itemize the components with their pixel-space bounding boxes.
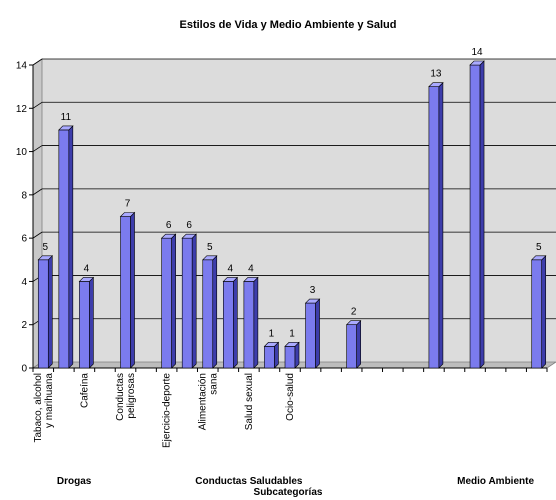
bar-side-19 [438,81,444,369]
y-tick-label: 10 [16,147,28,158]
bar-7 [181,237,193,369]
gridline-diagonal [32,101,43,109]
bar-8 [202,259,214,369]
bar-top-21 [469,60,485,66]
bar-2 [79,281,90,369]
bar-19 [428,86,440,369]
bar-12 [284,346,296,369]
y-tick-label: 2 [21,320,27,331]
gridline-diagonal [32,188,43,196]
bar-top-0 [37,255,54,261]
bar-side-9 [233,276,238,369]
bar-side-0 [47,255,53,369]
bar-top-24 [530,255,547,261]
data-label-4: 7 [125,199,131,210]
bar-24 [531,259,543,369]
y-tick-label: 4 [21,277,27,288]
y-tick-label: 8 [21,190,27,201]
group-label-0: Drogas [57,476,92,487]
bar-9 [223,281,234,369]
bar-side-21 [479,60,485,369]
bar-top-4 [119,212,136,217]
data-label-10: 4 [248,263,254,274]
data-label-11: 1 [269,328,275,339]
chart-title: Estilos de Vida y Medio Ambiente y Salud [180,19,397,31]
bar-top-2 [78,277,95,282]
bar-13 [305,302,316,369]
bar-top-7 [181,233,197,239]
bar-side-12 [294,341,300,369]
bar-top-8 [202,255,218,261]
bar-top-12 [284,342,300,347]
group-label-1: Conductas Saludables [195,476,303,487]
bar-6 [161,237,172,369]
bar-top-19 [428,82,444,87]
bar-top-6 [160,233,177,239]
y-tick-label: 0 [21,364,27,375]
y-tick-label: 14 [16,61,28,72]
bar-top-15 [345,320,362,326]
data-label-12: 1 [289,328,295,339]
data-label-21: 14 [471,47,483,58]
bar-10 [243,281,255,369]
bar-4 [120,216,131,369]
x-axis-title: Subcategorías [254,487,323,498]
x-tick-label-8: Alimentaciónsana [197,373,219,431]
x-tick-label-6: Ejercicio-deporte [162,373,173,448]
x-tick-label-2: Cafeína [79,373,90,408]
bar-21 [469,64,481,369]
data-label-13: 3 [310,285,316,296]
bar-top-9 [222,277,239,282]
y-tick-label: 12 [16,104,28,115]
bar-side-1 [68,125,74,369]
bar-15 [346,324,357,369]
bar-top-11 [263,342,280,347]
bar-side-7 [191,233,197,369]
gridline-diagonal [32,58,43,66]
group-label-2: Medio Ambiente [457,476,534,487]
bar-side-13 [315,298,320,369]
data-label-19: 13 [430,69,442,80]
bar-side-24 [541,255,547,369]
data-label-2: 4 [84,263,90,274]
x-tick-label-0: Tabaco, alcoholy marihuana [33,373,55,443]
bar-11 [264,346,275,369]
data-label-1: 11 [61,112,72,123]
gridline-diagonal [32,145,43,152]
data-label-0: 5 [42,242,48,253]
data-label-9: 4 [228,263,234,274]
bar-side-4 [130,211,135,369]
gridline-diagonal [32,231,43,239]
bar-side-6 [171,233,176,369]
bar-top-10 [243,277,259,282]
x-tick-label-12: Ocio-salud [285,373,296,421]
data-label-24: 5 [536,242,542,253]
bar-side-15 [356,319,361,369]
bar-top-1 [58,125,74,131]
bar-0 [37,259,49,369]
bar-side-8 [212,255,218,369]
x-tick-label-10: Salud sexual [244,373,255,430]
bar-side-10 [253,276,259,369]
bar-1 [58,129,70,369]
data-label-8: 5 [207,242,213,253]
bar-side-11 [274,341,279,369]
bar-top-13 [304,298,321,304]
bars [37,60,547,369]
data-label-7: 6 [186,220,192,231]
x-tick-label-4: Conductaspeligrosas [115,373,137,421]
bar-side-2 [89,276,94,369]
y-tick-label: 6 [21,234,27,245]
data-label-6: 6 [166,220,172,231]
data-label-15: 2 [351,307,357,318]
